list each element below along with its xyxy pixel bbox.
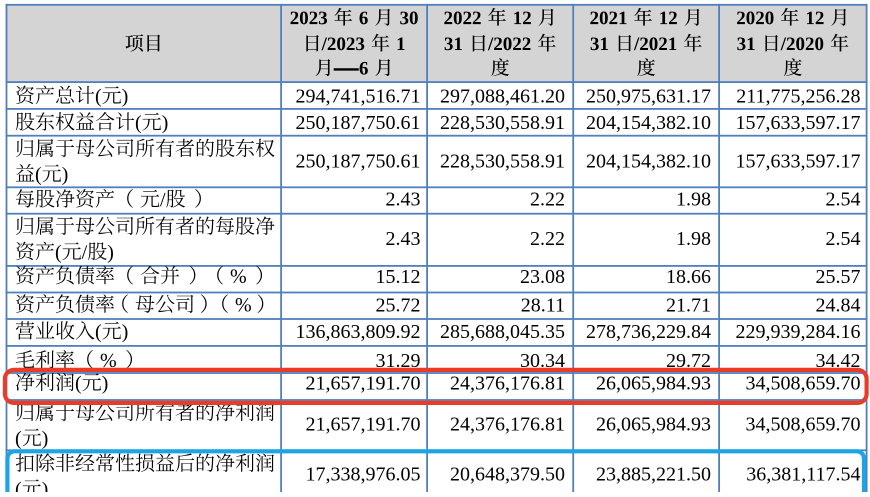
svg-text:294,741,516.71: 294,741,516.71 [296, 86, 421, 108]
svg-text:204,154,382.10: 204,154,382.10 [586, 150, 711, 172]
svg-text:21,657,191.70: 21,657,191.70 [306, 373, 421, 395]
svg-text:15.12: 15.12 [376, 266, 421, 288]
svg-text:297,088,461.20: 297,088,461.20 [440, 86, 565, 108]
svg-text:25.57: 25.57 [816, 266, 861, 288]
svg-text:24.84: 24.84 [816, 294, 861, 316]
svg-text:2.22: 2.22 [530, 228, 565, 250]
svg-text:211,775,256.28: 211,775,256.28 [736, 86, 860, 108]
svg-text:20,648,379.50: 20,648,379.50 [450, 464, 565, 486]
svg-text:2.54: 2.54 [826, 189, 861, 211]
svg-text:2.43: 2.43 [386, 228, 421, 250]
svg-text:23,885,221.50: 23,885,221.50 [596, 464, 711, 486]
svg-text:2.43: 2.43 [386, 189, 421, 211]
svg-text:24,376,176.81: 24,376,176.81 [450, 373, 565, 395]
svg-text:228,530,558.91: 228,530,558.91 [440, 112, 565, 134]
svg-text:285,688,045.35: 285,688,045.35 [440, 321, 565, 343]
svg-text:18.66: 18.66 [666, 266, 711, 288]
svg-text:36,381,117.54: 36,381,117.54 [746, 464, 860, 486]
svg-text:228,530,558.91: 228,530,558.91 [440, 150, 565, 172]
svg-text:21,657,191.70: 21,657,191.70 [306, 414, 421, 436]
svg-text:23.08: 23.08 [520, 266, 565, 288]
svg-text:29.72: 29.72 [666, 350, 711, 372]
svg-text:204,154,382.10: 204,154,382.10 [586, 112, 711, 134]
svg-text:25.72: 25.72 [376, 294, 421, 316]
svg-text:30.34: 30.34 [520, 350, 565, 372]
svg-text:157,633,597.17: 157,633,597.17 [736, 150, 861, 172]
svg-text:2.22: 2.22 [530, 189, 565, 211]
svg-text:34,508,659.70: 34,508,659.70 [746, 414, 861, 436]
svg-text:250,187,750.61: 250,187,750.61 [296, 112, 421, 134]
svg-text:34.42: 34.42 [816, 350, 861, 372]
svg-text:17,338,976.05: 17,338,976.05 [306, 464, 421, 486]
svg-text:2.54: 2.54 [826, 228, 861, 250]
svg-text:26,065,984.93: 26,065,984.93 [596, 373, 711, 395]
svg-text:1.98: 1.98 [676, 189, 711, 211]
svg-text:31.29: 31.29 [376, 350, 421, 372]
svg-text:28.11: 28.11 [521, 294, 565, 316]
svg-text:21.71: 21.71 [666, 294, 711, 316]
svg-text:24,376,176.81: 24,376,176.81 [450, 414, 565, 436]
svg-text:157,633,597.17: 157,633,597.17 [736, 112, 861, 134]
svg-text:136,863,809.92: 136,863,809.92 [296, 321, 421, 343]
svg-text:250,187,750.61: 250,187,750.61 [296, 150, 421, 172]
svg-text:1.98: 1.98 [676, 228, 711, 250]
svg-text:34,508,659.70: 34,508,659.70 [746, 373, 861, 395]
svg-text:26,065,984.93: 26,065,984.93 [596, 414, 711, 436]
svg-text:278,736,229.84: 278,736,229.84 [586, 321, 711, 343]
svg-text:250,975,631.17: 250,975,631.17 [586, 86, 711, 108]
svg-text:229,939,284.16: 229,939,284.16 [736, 321, 861, 343]
